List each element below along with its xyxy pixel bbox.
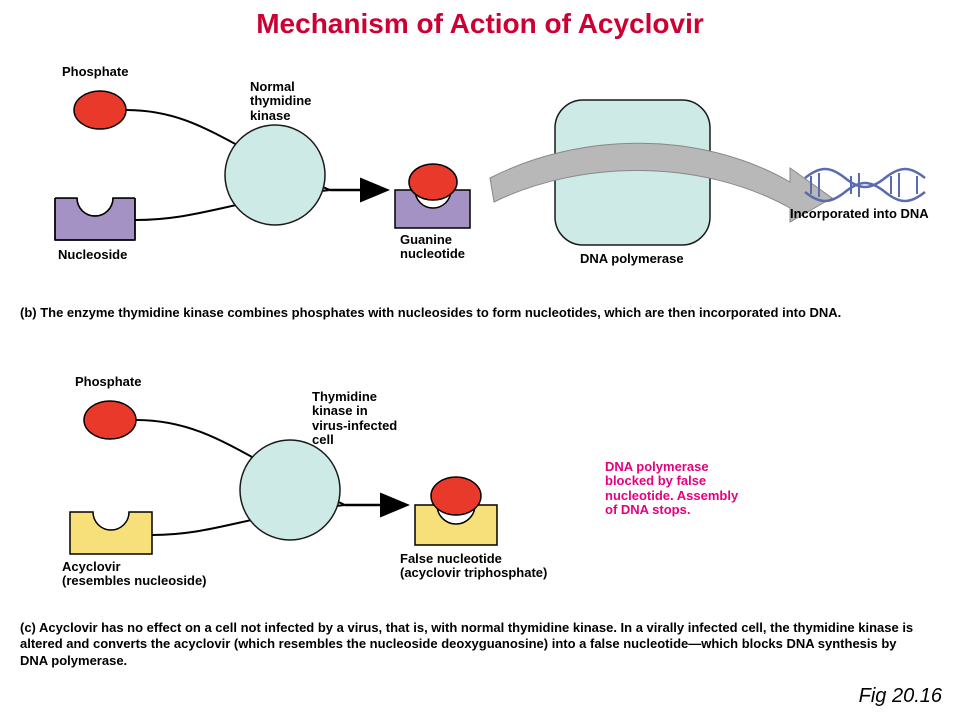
phosphate-b-icon xyxy=(74,91,126,129)
panel-c xyxy=(70,401,497,554)
guanine-phosphate xyxy=(409,164,457,200)
false-phosphate xyxy=(431,477,481,515)
kinase-b xyxy=(225,125,325,225)
figure-ref: Fig 20.16 xyxy=(859,685,942,708)
label-blocked: DNA polymerase blocked by false nucleoti… xyxy=(605,460,738,517)
label-guanine: Guanine nucleotide xyxy=(400,233,465,262)
panel-b xyxy=(54,91,925,245)
label-incorporated: Incorporated into DNA xyxy=(790,207,929,221)
label-acyclovir: Acyclovir (resembles nucleoside) xyxy=(62,560,207,589)
acyclovir-icon xyxy=(70,512,152,554)
label-phosphate-b: Phosphate xyxy=(62,65,128,79)
diagram-canvas xyxy=(0,0,960,720)
label-nucleoside: Nucleoside xyxy=(58,248,127,262)
label-false-nuc: False nucleotide (acyclovir triphosphate… xyxy=(400,552,547,581)
caption-b: (b) The enzyme thymidine kinase combines… xyxy=(20,305,940,321)
label-tk-infected: Thymidine kinase in virus-infected cell xyxy=(312,390,397,447)
label-normal-kinase: Normal thymidine kinase xyxy=(250,80,311,123)
label-phosphate-c: Phosphate xyxy=(75,375,141,389)
kinase-c xyxy=(240,440,340,540)
caption-c: (c) Acyclovir has no effect on a cell no… xyxy=(20,620,920,669)
phosphate-c-icon xyxy=(84,401,136,439)
label-dna-poly: DNA polymerase xyxy=(580,252,684,266)
